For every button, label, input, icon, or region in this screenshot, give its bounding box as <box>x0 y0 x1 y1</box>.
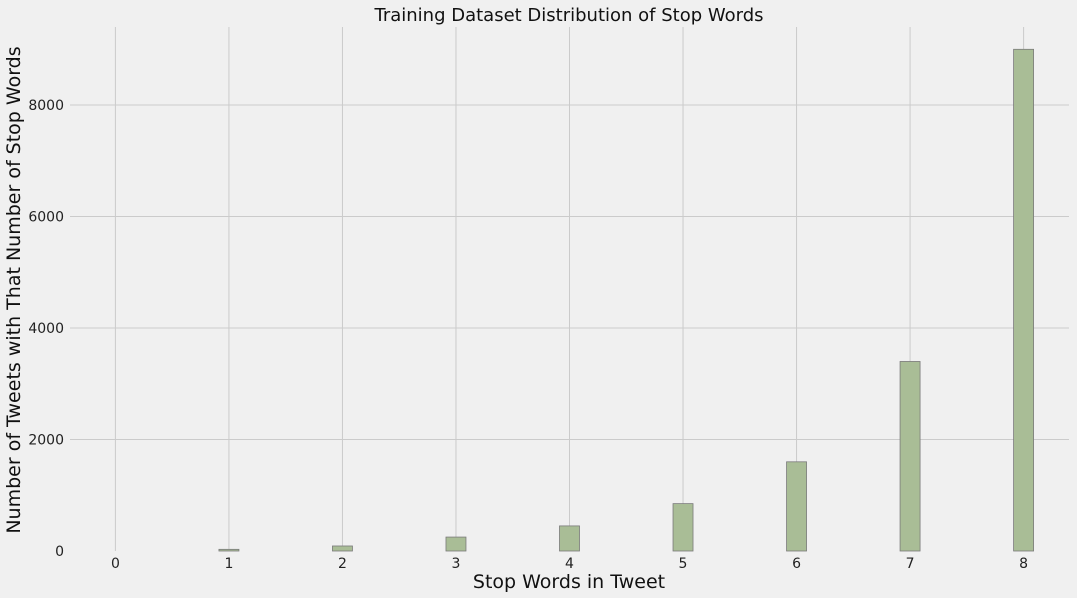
bars-layer <box>218 48 1034 552</box>
bar-2 <box>332 545 353 552</box>
y-tick-label-2000: 2000 <box>28 433 64 449</box>
x-tick-label-7: 7 <box>906 556 915 572</box>
y-tick-label-0: 0 <box>55 544 64 560</box>
x-tick-label-5: 5 <box>679 556 688 572</box>
bar-4 <box>559 525 580 552</box>
x-tick-label-2: 2 <box>338 556 347 572</box>
bar-1 <box>218 548 240 552</box>
bar-7 <box>899 361 921 552</box>
bar-8 <box>1013 48 1034 552</box>
y-tick-label-6000: 6000 <box>28 210 64 226</box>
bar-3 <box>445 536 467 552</box>
bar-6 <box>786 461 807 552</box>
y-tick-label-4000: 4000 <box>28 321 64 337</box>
x-tick-label-4: 4 <box>565 556 574 572</box>
x-tick-label-6: 6 <box>792 556 801 572</box>
x-axis-label: Stop Words in Tweet <box>473 571 665 593</box>
x-tick-label-1: 1 <box>224 556 233 572</box>
x-tick-label-3: 3 <box>452 556 461 572</box>
x-tick-label-0: 0 <box>111 556 120 572</box>
bar-5 <box>672 503 694 552</box>
x-tick-label-8: 8 <box>1019 556 1028 572</box>
chart-title: Training Dataset Distribution of Stop Wo… <box>373 5 763 26</box>
y-tick-label-8000: 8000 <box>28 98 64 114</box>
ticks-layer: 0 1 2 3 4 5 6 7 8 0 2000 4000 6000 8000 <box>28 98 1028 572</box>
y-axis-label: Number of Tweets with That Number of Sto… <box>3 46 25 533</box>
